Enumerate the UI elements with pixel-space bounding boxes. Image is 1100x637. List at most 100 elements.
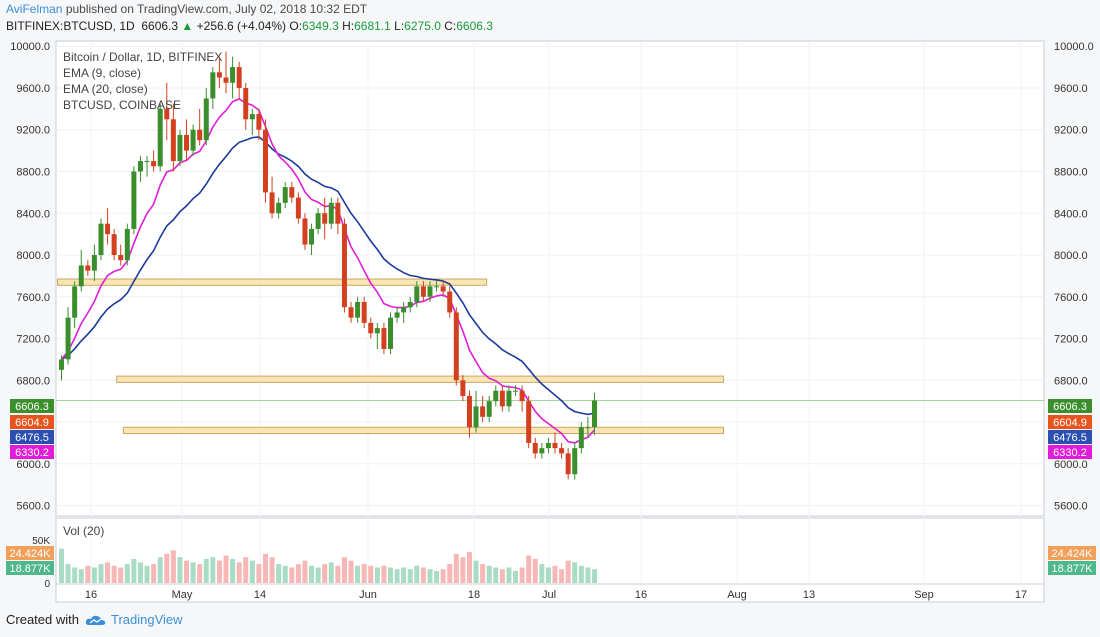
candle-body [460, 380, 466, 396]
volume-bar [243, 557, 249, 583]
price-tag-right [1048, 445, 1092, 459]
footer: Created with TradingView [6, 612, 183, 627]
volume-bar [591, 569, 597, 583]
tradingview-logo[interactable]: TradingView [85, 612, 183, 627]
y-tick-label-left: 6800.0 [16, 375, 50, 387]
price-tag-left [10, 430, 54, 444]
volume-bar [295, 564, 301, 583]
high-value: 6681.1 [354, 19, 391, 33]
candle-body [78, 265, 84, 287]
volume-bar [381, 565, 387, 583]
author-link[interactable]: AviFelman [6, 2, 63, 16]
y-tick-label-left: 7600.0 [16, 292, 50, 304]
open-label: O: [289, 19, 303, 33]
y-tick-label-right: 6800.0 [1054, 375, 1088, 387]
volume-bar [59, 548, 64, 583]
x-tick-label: 13 [803, 589, 815, 601]
volume-bar [519, 567, 525, 583]
candle-body [420, 286, 426, 297]
volume-bar [473, 560, 479, 583]
candle-body [111, 234, 117, 256]
legend-ema9[interactable]: EMA (9, close) [63, 66, 142, 80]
candle-body [131, 171, 137, 229]
candle-body [289, 187, 295, 198]
vol-tick-label: 50K [32, 536, 50, 547]
candle-body [532, 442, 538, 454]
volume-bar [572, 562, 578, 583]
price-tag-left [10, 415, 54, 429]
price-tag-left [10, 399, 54, 413]
volume-bar [184, 560, 190, 583]
support-zone [57, 278, 488, 286]
volume-bar [223, 555, 229, 583]
volume-bar [131, 558, 137, 583]
candle-body [216, 72, 222, 78]
legend-compare[interactable]: BTCUSD, COINBASE [63, 98, 182, 112]
candle-body [585, 427, 591, 429]
volume-bar [394, 569, 400, 583]
volume-bar [151, 564, 157, 583]
candle-body [184, 134, 190, 151]
volume-bar [545, 567, 551, 583]
volume-bar [493, 567, 499, 583]
candle-body [499, 390, 505, 407]
candle-body [407, 301, 413, 308]
created-with-text: Created with [6, 612, 79, 627]
time-axis [55, 583, 1045, 603]
y-tick-label-left: 8800.0 [16, 166, 50, 178]
ema9-line [60, 98, 596, 444]
volume-bar [513, 570, 519, 583]
volume-bar [157, 557, 163, 583]
vol-tag-left [6, 546, 54, 560]
volume-bar [282, 565, 288, 583]
candle-body [309, 228, 315, 245]
candle-body [513, 390, 519, 392]
volume-bar [453, 553, 459, 583]
candle-body [493, 390, 499, 402]
x-tick-label: Aug [727, 589, 747, 601]
candle-body [249, 114, 255, 120]
volume-bar [460, 557, 466, 583]
legend-ema20[interactable]: EMA (20, close) [63, 82, 148, 96]
candle-body [124, 228, 130, 261]
volume-bar [177, 557, 183, 583]
volume-bar [440, 569, 446, 583]
volume-bar [111, 565, 117, 583]
y-tick-label-right: 7200.0 [1054, 334, 1088, 346]
volume-bar [230, 558, 236, 583]
symbol-line: BITFINEX:BTCUSD, 1D 6606.3 ▲ +256.6 (+4.… [6, 19, 493, 33]
y-tick-label-right: 8800.0 [1054, 166, 1088, 178]
volume-bar [427, 569, 433, 583]
y-tick-label-right: 8000.0 [1054, 250, 1088, 262]
volume-bar [78, 569, 84, 583]
price-tag-right-text: 6604.9 [1053, 417, 1087, 429]
candle-body [453, 312, 459, 381]
volume-bar [585, 567, 591, 583]
support-zone [122, 426, 725, 435]
candle-body [427, 286, 433, 297]
low-label: L: [394, 19, 405, 33]
candle-body [473, 406, 479, 428]
candle-body [539, 448, 545, 454]
candle-body [276, 202, 282, 214]
y-tick-label-right: 9200.0 [1054, 125, 1088, 137]
y-tick-label-right: 10000.0 [1054, 41, 1094, 53]
volume-bar [249, 560, 255, 583]
price-tag-left-text: 6330.2 [15, 447, 49, 459]
volume-bar [565, 560, 571, 583]
candle-body [381, 328, 387, 349]
volume-bar [559, 569, 565, 583]
volume-bar [388, 567, 393, 583]
volume-bar [322, 564, 328, 583]
vol-tag-right [1048, 546, 1096, 560]
x-tick-label: May [172, 589, 193, 601]
open-value: 6349.3 [302, 19, 339, 33]
candle-body [355, 301, 361, 318]
y-tick-label-right: 8400.0 [1054, 208, 1088, 220]
volume-bar [361, 564, 367, 583]
low-value: 6275.0 [404, 19, 441, 33]
vol-tag-left-text: 24.424K [10, 548, 52, 560]
candle-body [414, 286, 420, 302]
y-tick-label-left: 8000.0 [16, 250, 50, 262]
